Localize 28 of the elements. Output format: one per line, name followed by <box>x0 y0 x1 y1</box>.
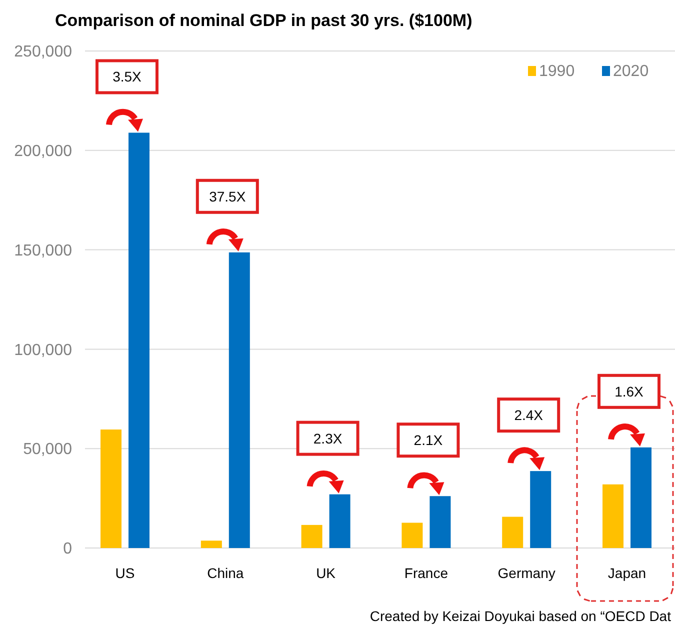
x-tick-label: Japan <box>608 565 646 581</box>
annotation: 37.5X <box>209 188 246 204</box>
bar <box>402 522 423 548</box>
chart-title: Comparison of nominal GDP in past 30 yrs. ($100M) <box>55 11 472 30</box>
legend-label: 2020 <box>613 63 649 80</box>
y-tick-label: 50,000 <box>23 441 72 458</box>
x-tick-label: Germany <box>498 565 556 581</box>
annotation: 1.6X <box>614 383 644 400</box>
bar <box>200 540 222 548</box>
y-tick-label: 200,000 <box>14 143 72 160</box>
bar <box>301 524 322 548</box>
x-tick-label: France <box>404 565 448 581</box>
y-tick-label: 0 <box>63 540 72 558</box>
annotation: 2.4X <box>514 407 544 424</box>
bar <box>602 484 624 548</box>
annotation: 3.5X <box>112 68 142 85</box>
y-tick-label: 250,000 <box>14 44 72 61</box>
bar <box>100 430 122 548</box>
x-tick-label: US <box>115 565 135 581</box>
text: Created by Keizai Doyukai based on “OECD Dat <box>370 608 672 624</box>
bar <box>502 516 524 548</box>
legend-label: 1990 <box>539 63 575 80</box>
y-tick-label: 100,000 <box>14 342 72 359</box>
annotation: 2.3X <box>313 430 343 446</box>
x-tick-label: UK <box>316 565 336 581</box>
x-tick-label: China <box>207 565 244 581</box>
y-tick-label: 150,000 <box>14 242 72 260</box>
annotation: 2.1X <box>414 432 444 448</box>
